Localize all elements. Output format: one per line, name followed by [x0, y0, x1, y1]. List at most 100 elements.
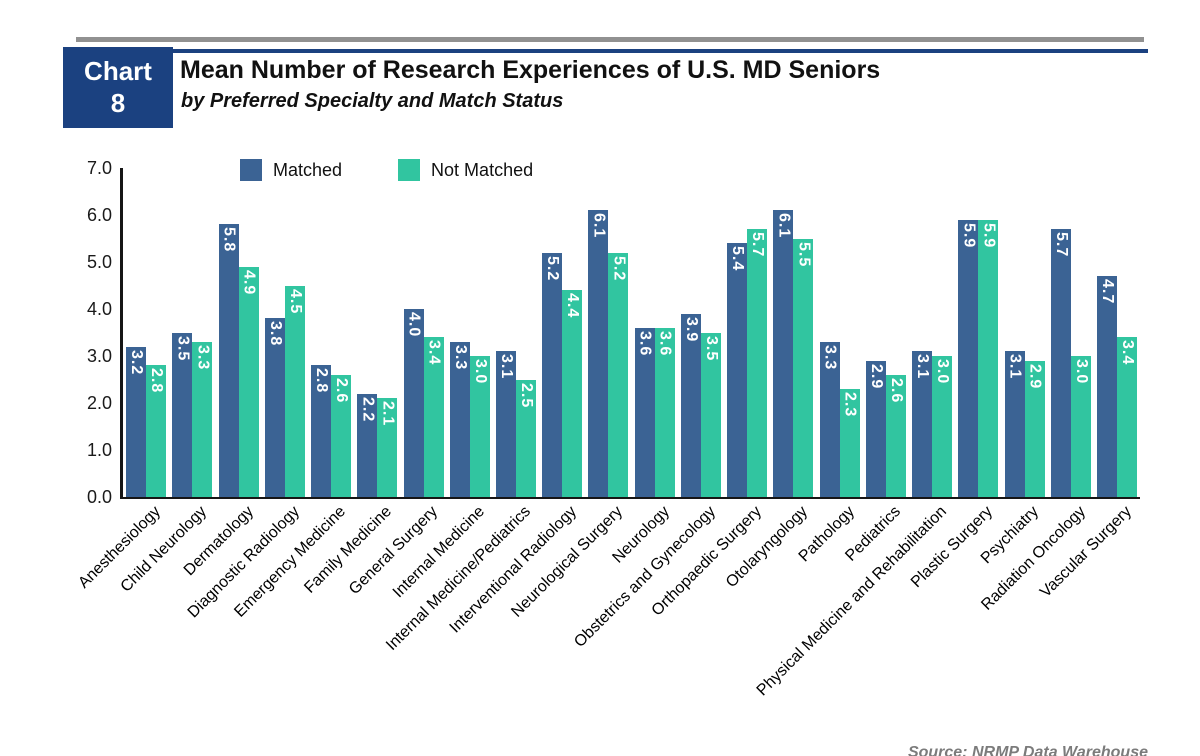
bar-value-label: 6.1	[775, 213, 793, 239]
y-tick-label: 6.0	[86, 205, 112, 225]
y-tick-label: 2.0	[86, 393, 112, 413]
not-matched-bar: 2.9	[1024, 360, 1045, 497]
legend: Matched Not Matched	[240, 159, 533, 181]
matched-bar: 3.9	[680, 313, 701, 497]
bar-value-label: 5.9	[960, 222, 978, 248]
bar-value-label: 2.3	[841, 391, 859, 418]
y-tick-label: 5.0	[86, 252, 112, 272]
bar-group: 4.7 3.4	[1094, 168, 1140, 497]
bar-group: 3.5 3.3	[169, 168, 215, 497]
matched-bar: 5.9	[958, 219, 979, 497]
matched-bar: 3.8	[264, 318, 285, 497]
bar-value-label: 4.0	[405, 312, 423, 338]
matched-bar: 3.5	[172, 332, 193, 497]
bar-value-label: 3.3	[451, 344, 469, 371]
bar-group: 2.8 2.6	[308, 168, 354, 497]
not-matched-bar: 2.3	[839, 388, 860, 497]
bar-value-label: 4.9	[240, 269, 258, 295]
bar-group: 6.1 5.2	[585, 168, 631, 497]
not-matched-bar: 4.4	[562, 290, 583, 497]
matched-bar: 5.8	[218, 224, 239, 497]
not-matched-bar: 2.6	[885, 374, 906, 497]
bar-value-label: 4.4	[564, 293, 582, 319]
not-matched-bar: 2.5	[515, 379, 536, 497]
not-matched-bar: 2.8	[146, 365, 167, 497]
y-tick-label: 0.0	[86, 487, 112, 507]
matched-bar: 3.1	[1004, 351, 1025, 497]
plot-area: 3.2 2.8 3.5 3.3 5.8 4.9 3.8 4.5 2.8 2.6 2.2 2.1 4.0 3…	[120, 168, 1140, 499]
bar-value-label: 5.7	[1052, 232, 1070, 258]
bar-group: 2.9 2.6	[863, 168, 909, 497]
bar-value-label: 3.6	[636, 330, 654, 357]
bar-value-label: 2.9	[867, 363, 885, 389]
matched-legend-label: Matched	[273, 159, 343, 180]
not-matched-bar: 5.2	[608, 252, 629, 497]
bar-group: 5.4 5.7	[724, 168, 770, 497]
bar-value-label: 4.5	[286, 288, 304, 314]
bar-value-label: 6.1	[590, 213, 608, 239]
matched-legend-swatch	[240, 159, 262, 181]
bar-group: 4.0 3.4	[400, 168, 446, 497]
not-matched-bar: 4.5	[284, 285, 305, 497]
bar-value-label: 2.9	[1026, 363, 1044, 389]
bar-group: 3.1 2.9	[1001, 168, 1047, 497]
bar-value-label: 3.0	[1072, 359, 1090, 385]
source-note: Source: NRMP Data Warehouse	[907, 744, 1148, 756]
matched-bar: 6.1	[588, 210, 609, 497]
bar-value-label: 3.8	[266, 321, 284, 347]
y-tick-label: 3.0	[86, 346, 112, 366]
bar-value-label: 2.2	[359, 396, 377, 422]
matched-bar: 5.2	[542, 252, 563, 497]
not-matched-bar: 4.9	[238, 266, 259, 497]
bar-value-label: 3.4	[425, 340, 443, 366]
matched-bar: 5.7	[1050, 229, 1071, 497]
bar-value-label: 5.8	[220, 227, 238, 253]
bar-value-label: 2.6	[887, 377, 905, 404]
y-tick-label: 7.0	[86, 158, 112, 178]
not-matched-legend-label: Not Matched	[431, 159, 534, 180]
bar-group: 5.7 3.0	[1048, 168, 1094, 497]
bar-group: 3.2 2.8	[123, 168, 169, 497]
matched-bar: 3.3	[449, 341, 470, 497]
matched-bar: 6.1	[773, 210, 794, 497]
bar-value-label: 5.5	[795, 241, 813, 267]
bar-value-label: 3.1	[914, 354, 932, 380]
not-matched-bar: 3.4	[423, 337, 444, 497]
chart-badge-word: Chart	[84, 56, 152, 87]
bar-group: 3.3 3.0	[447, 168, 493, 497]
matched-bar: 3.2	[126, 346, 147, 497]
header-rule-line	[173, 49, 1148, 53]
bar-group: 3.8 4.5	[262, 168, 308, 497]
bar-value-label: 3.2	[128, 349, 146, 375]
matched-bar: 4.7	[1097, 276, 1118, 497]
bar-value-label: 3.3	[821, 344, 839, 371]
bar-group: 3.6 3.6	[632, 168, 678, 497]
bar-value-label: 2.8	[313, 368, 331, 394]
bar-value-label: 3.5	[702, 335, 720, 361]
top-border-line	[76, 37, 1144, 42]
bar-value-label: 2.6	[333, 377, 351, 404]
bar-value-label: 3.0	[934, 359, 952, 385]
bar-value-label: 3.6	[656, 330, 674, 357]
bar-value-label: 2.8	[148, 368, 166, 394]
bar-group: 3.9 3.5	[678, 168, 724, 497]
bar-value-label: 3.5	[174, 335, 192, 361]
matched-bar: 3.3	[819, 341, 840, 497]
matched-bar: 2.9	[865, 360, 886, 497]
bar-group: 6.1 5.5	[770, 168, 816, 497]
matched-bar: 3.1	[912, 351, 933, 497]
chart-badge-number: 8	[110, 87, 126, 118]
chart-title: Mean Number of Research Experiences of U…	[180, 56, 881, 84]
bar-value-label: 3.0	[471, 359, 489, 385]
bar-group: 3.1 2.5	[493, 168, 539, 497]
not-matched-bar: 3.4	[1117, 337, 1138, 497]
bar-value-label: 3.1	[1006, 354, 1024, 380]
y-tick-label: 1.0	[86, 440, 112, 460]
chart-subtitle: by Preferred Specialty and Match Status	[181, 90, 564, 112]
not-matched-bar: 5.7	[747, 229, 768, 497]
not-matched-bar: 2.6	[331, 374, 352, 497]
bar-value-label: 3.4	[1119, 340, 1137, 366]
bar-group: 5.2 4.4	[539, 168, 585, 497]
matched-bar: 3.6	[634, 327, 655, 497]
